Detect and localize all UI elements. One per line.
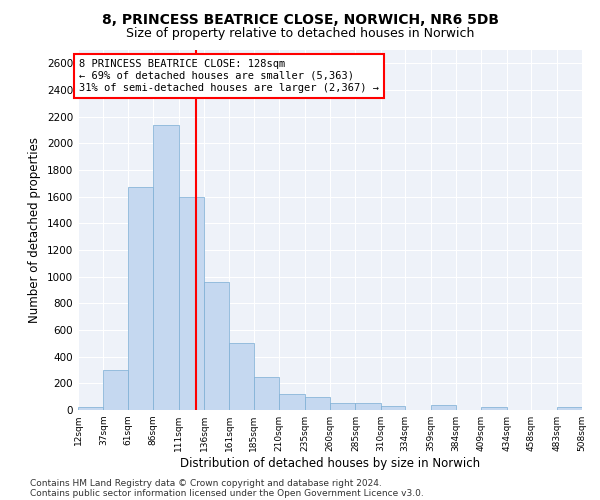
Bar <box>128 188 153 410</box>
Bar <box>279 394 305 410</box>
Bar <box>330 404 355 410</box>
X-axis label: Distribution of detached houses by size in Norwich: Distribution of detached houses by size … <box>180 457 480 470</box>
Bar <box>153 124 179 410</box>
Text: Contains public sector information licensed under the Open Government Licence v3: Contains public sector information licen… <box>30 488 424 498</box>
Bar <box>557 406 582 410</box>
Bar <box>381 406 405 410</box>
Bar <box>179 196 204 410</box>
Bar <box>305 396 330 410</box>
Text: Size of property relative to detached houses in Norwich: Size of property relative to detached ho… <box>126 28 474 40</box>
Bar <box>229 342 254 410</box>
Text: 8 PRINCESS BEATRICE CLOSE: 128sqm
← 69% of detached houses are smaller (5,363)
3: 8 PRINCESS BEATRICE CLOSE: 128sqm ← 69% … <box>79 60 379 92</box>
Bar <box>355 404 381 410</box>
Text: 8, PRINCESS BEATRICE CLOSE, NORWICH, NR6 5DB: 8, PRINCESS BEATRICE CLOSE, NORWICH, NR6… <box>101 12 499 26</box>
Bar <box>103 370 128 410</box>
Y-axis label: Number of detached properties: Number of detached properties <box>28 137 41 323</box>
Text: Contains HM Land Registry data © Crown copyright and database right 2024.: Contains HM Land Registry data © Crown c… <box>30 478 382 488</box>
Bar <box>431 406 456 410</box>
Bar <box>204 282 229 410</box>
Bar <box>481 406 507 410</box>
Bar <box>254 376 279 410</box>
Bar <box>78 406 103 410</box>
